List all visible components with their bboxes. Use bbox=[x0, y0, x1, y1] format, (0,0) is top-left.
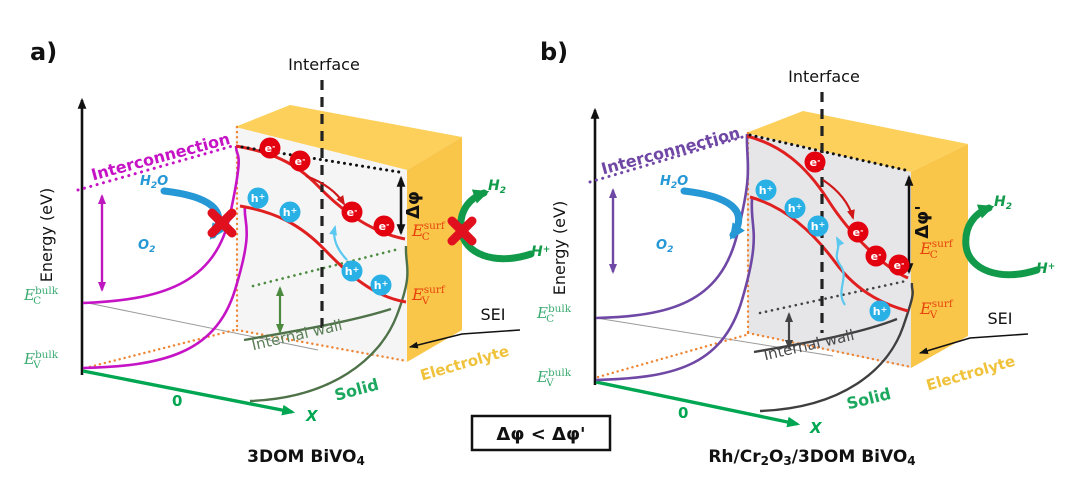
ec-surf-label: Esurf C bbox=[411, 220, 446, 243]
x-axis-zero: 0 bbox=[172, 392, 182, 410]
box-edge-dotted-hidden bbox=[83, 328, 237, 370]
energy-axis-label: Energy (eV) bbox=[37, 188, 56, 282]
bulk-level-guide-line bbox=[595, 317, 834, 357]
box-top-face bbox=[746, 111, 968, 172]
interconnection-vb-curve bbox=[82, 205, 249, 370]
sei-label: SEI bbox=[988, 309, 1013, 328]
electron-transfer-arrow bbox=[305, 174, 346, 206]
box-edge-dotted-bottom bbox=[235, 328, 409, 363]
ev-surf-label: Esurf V bbox=[411, 284, 446, 307]
electrolyte-label: Electrolyte bbox=[418, 342, 511, 385]
panel-b-tag: b) bbox=[540, 38, 568, 66]
hole-transfer-arrow bbox=[835, 236, 846, 306]
x-axis bbox=[82, 369, 296, 416]
internal-wall-dotted-level bbox=[758, 279, 908, 315]
delta-phi-label: Δφ' bbox=[912, 205, 933, 239]
solid-wall-curve bbox=[759, 282, 914, 413]
delta-phi-label: Δφ bbox=[403, 191, 424, 219]
sei-pointer-arrow bbox=[408, 329, 521, 349]
interconnection-vb-curve bbox=[595, 198, 756, 382]
panel-a-tag: a) bbox=[30, 38, 57, 66]
interconnection-label: Interconnection bbox=[599, 123, 742, 178]
internal-wall-dotted-level bbox=[251, 247, 401, 288]
ec-bulk-label: Ebulk C bbox=[23, 285, 59, 307]
h2-label: H2 bbox=[488, 178, 506, 196]
comparison-box: Δφ < Δφ' bbox=[470, 414, 612, 452]
panel-a: a) Energy (eV) 0 X Interconnection bbox=[23, 38, 550, 468]
electrolyte-label: Electrolyte bbox=[924, 352, 1017, 395]
interface-label: Interface bbox=[788, 67, 860, 86]
comparison-text: Δφ < Δφ' bbox=[496, 424, 585, 445]
surface-potential-dotted bbox=[748, 133, 907, 172]
sei-pointer-arrow bbox=[918, 333, 1029, 354]
hole-transfer-arrow bbox=[329, 225, 348, 261]
comparison-box-frame bbox=[470, 414, 612, 452]
solid-wall-curve bbox=[249, 245, 409, 403]
x-axis-zero: 0 bbox=[678, 404, 688, 422]
panel-b: b) Energy (eV) 0 X Interconnection Δφ' bbox=[536, 38, 1055, 468]
x-axis bbox=[595, 380, 801, 428]
ev-bulk-label: Ebulk V bbox=[23, 349, 59, 371]
conduction-band-curve bbox=[746, 134, 909, 280]
energy-axis-label: Energy (eV) bbox=[550, 201, 569, 295]
x-axis-label: X bbox=[809, 419, 823, 437]
hplus-label: H+ bbox=[531, 244, 550, 260]
surface-potential-dotted bbox=[240, 145, 401, 174]
sei-label: SEI bbox=[481, 305, 506, 324]
interface-label: Interface bbox=[288, 55, 360, 74]
ev-surf-label: Esurf V bbox=[919, 298, 954, 321]
water-oxidation-arrow bbox=[680, 187, 745, 240]
box-top-face bbox=[235, 105, 462, 170]
panel-a-caption: 3DOM BiVO4 bbox=[247, 447, 365, 468]
ec-bulk-label: Ebulk C bbox=[536, 303, 572, 325]
h2o-label: H2O bbox=[140, 174, 168, 191]
ec-surf-label: Esurf C bbox=[919, 238, 954, 261]
x-axis-label: X bbox=[305, 407, 319, 425]
o2-label: O2 bbox=[656, 238, 673, 255]
ev-bulk-label: Ebulk V bbox=[536, 367, 572, 389]
interconnection-dotted-level bbox=[76, 143, 238, 192]
interconnection-cb-curve bbox=[595, 133, 750, 320]
electron-transfer-arrow bbox=[822, 179, 855, 220]
interconnection-dotted-level bbox=[588, 134, 748, 184]
box-right-face-electrolyte bbox=[407, 137, 462, 362]
box-right-face-electrolyte bbox=[911, 144, 968, 368]
panel-b-caption: Rh/Cr2O3/3DOM BiVO4 bbox=[708, 447, 915, 468]
hplus-label: H+ bbox=[1036, 261, 1055, 277]
o2-label: O2 bbox=[138, 238, 155, 255]
internal-wall-curve bbox=[753, 317, 898, 354]
h2o-label: H2O bbox=[660, 174, 688, 191]
solid-label: Solid bbox=[845, 384, 893, 413]
bulk-level-guide-line bbox=[82, 301, 319, 351]
hydrogen-evolution-arrow bbox=[962, 204, 1041, 279]
h2-label: H2 bbox=[994, 194, 1012, 212]
